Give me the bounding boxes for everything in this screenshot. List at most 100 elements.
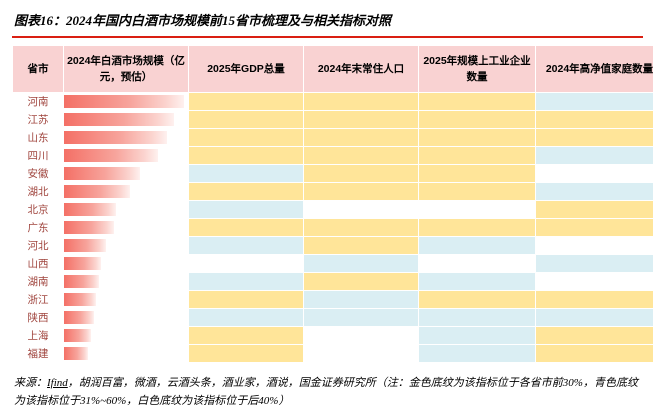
table-row: 北京 bbox=[12, 200, 653, 219]
header-industry: 2025年规模上工业企业数量 bbox=[418, 45, 536, 93]
province-label: 陕西 bbox=[12, 308, 64, 327]
header-province: 省市 bbox=[12, 45, 64, 93]
market-scale-bar bbox=[64, 149, 159, 162]
industry-tier-cell bbox=[418, 290, 536, 309]
province-label: 山西 bbox=[12, 254, 64, 273]
province-label: 河南 bbox=[12, 92, 64, 111]
market-scale-bar-cell bbox=[63, 272, 189, 291]
population-tier-cell bbox=[303, 290, 419, 309]
source-link-ifind[interactable]: Ifind bbox=[47, 377, 68, 389]
population-tier-cell bbox=[303, 272, 419, 291]
gdp-tier-cell bbox=[188, 182, 304, 201]
market-scale-bar-cell bbox=[63, 128, 189, 147]
industry-tier-cell bbox=[418, 236, 536, 255]
hnw-tier-cell bbox=[535, 110, 653, 129]
table-row: 广东 bbox=[12, 218, 653, 237]
population-tier-cell bbox=[303, 164, 419, 183]
source-prefix: 来源： bbox=[14, 377, 47, 389]
gdp-tier-cell bbox=[188, 164, 304, 183]
industry-tier-cell bbox=[418, 308, 536, 327]
province-label: 安徽 bbox=[12, 164, 64, 183]
population-tier-cell bbox=[303, 146, 419, 165]
hnw-tier-cell bbox=[535, 344, 653, 363]
market-scale-bar-cell bbox=[63, 164, 189, 183]
gdp-tier-cell bbox=[188, 272, 304, 291]
market-scale-bar-cell bbox=[63, 326, 189, 345]
hnw-tier-cell bbox=[535, 146, 653, 165]
hnw-tier-cell bbox=[535, 182, 653, 201]
market-scale-bar-cell bbox=[63, 92, 189, 111]
market-scale-bar-cell bbox=[63, 182, 189, 201]
province-label: 广东 bbox=[12, 218, 64, 237]
province-label: 江苏 bbox=[12, 110, 64, 129]
header-hnw-families: 2024年高净值家庭数量 bbox=[535, 45, 653, 93]
population-tier-cell bbox=[303, 308, 419, 327]
market-scale-bar bbox=[64, 311, 94, 324]
market-scale-bar-cell bbox=[63, 200, 189, 219]
table-row: 安徽 bbox=[12, 164, 653, 183]
table-row: 山西 bbox=[12, 254, 653, 273]
hnw-tier-cell bbox=[535, 308, 653, 327]
population-tier-cell bbox=[303, 326, 419, 345]
market-scale-bar bbox=[64, 131, 167, 144]
industry-tier-cell bbox=[418, 110, 536, 129]
population-tier-cell bbox=[303, 218, 419, 237]
hnw-tier-cell bbox=[535, 128, 653, 147]
industry-tier-cell bbox=[418, 254, 536, 273]
table-row: 河北 bbox=[12, 236, 653, 255]
gdp-tier-cell bbox=[188, 254, 304, 273]
industry-tier-cell bbox=[418, 200, 536, 219]
source-text: ，胡润百富，微酒，云酒头条，酒业家，酒说，国金证券研究所（注：金色底纹为该指标位… bbox=[14, 377, 638, 408]
hnw-tier-cell bbox=[535, 236, 653, 255]
industry-tier-cell bbox=[418, 164, 536, 183]
hnw-tier-cell bbox=[535, 92, 653, 111]
market-scale-bar-cell bbox=[63, 254, 189, 273]
hnw-tier-cell bbox=[535, 218, 653, 237]
province-label: 上海 bbox=[12, 326, 64, 345]
industry-tier-cell bbox=[418, 92, 536, 111]
market-scale-bar-cell bbox=[63, 344, 189, 363]
title-divider bbox=[12, 36, 643, 38]
gdp-tier-cell bbox=[188, 290, 304, 309]
province-label: 福建 bbox=[12, 344, 64, 363]
market-scale-bar-cell bbox=[63, 308, 189, 327]
market-scale-bar bbox=[64, 167, 140, 180]
table-row: 山东 bbox=[12, 128, 653, 147]
industry-tier-cell bbox=[418, 218, 536, 237]
market-scale-bar bbox=[64, 293, 97, 306]
table-row: 上海 bbox=[12, 326, 653, 345]
population-tier-cell bbox=[303, 254, 419, 273]
market-scale-bar bbox=[64, 113, 175, 126]
industry-tier-cell bbox=[418, 344, 536, 363]
province-label: 四川 bbox=[12, 146, 64, 165]
indicator-table: 省市 2024年白酒市场规模（亿元，预估） 2025年GDP总量 2024年末常… bbox=[12, 45, 653, 363]
table-row: 江苏 bbox=[12, 110, 653, 129]
hnw-tier-cell bbox=[535, 164, 653, 183]
province-label: 山东 bbox=[12, 128, 64, 147]
population-tier-cell bbox=[303, 236, 419, 255]
gdp-tier-cell bbox=[188, 146, 304, 165]
province-label: 湖南 bbox=[12, 272, 64, 291]
population-tier-cell bbox=[303, 110, 419, 129]
province-label: 北京 bbox=[12, 200, 64, 219]
header-population: 2024年末常住人口 bbox=[303, 45, 419, 93]
table-row: 湖北 bbox=[12, 182, 653, 201]
market-scale-bar-cell bbox=[63, 218, 189, 237]
table-row: 河南 bbox=[12, 92, 653, 111]
gdp-tier-cell bbox=[188, 110, 304, 129]
market-scale-bar-cell bbox=[63, 110, 189, 129]
industry-tier-cell bbox=[418, 326, 536, 345]
industry-tier-cell bbox=[418, 128, 536, 147]
province-label: 浙江 bbox=[12, 290, 64, 309]
gdp-tier-cell bbox=[188, 344, 304, 363]
table-row: 福建 bbox=[12, 344, 653, 363]
market-scale-bar bbox=[64, 95, 185, 108]
market-scale-bar bbox=[64, 203, 117, 216]
header-row: 省市 2024年白酒市场规模（亿元，预估） 2025年GDP总量 2024年末常… bbox=[12, 45, 653, 93]
table-row: 四川 bbox=[12, 146, 653, 165]
market-scale-bar bbox=[64, 275, 99, 288]
industry-tier-cell bbox=[418, 272, 536, 291]
hnw-tier-cell bbox=[535, 200, 653, 219]
market-scale-bar-cell bbox=[63, 290, 189, 309]
